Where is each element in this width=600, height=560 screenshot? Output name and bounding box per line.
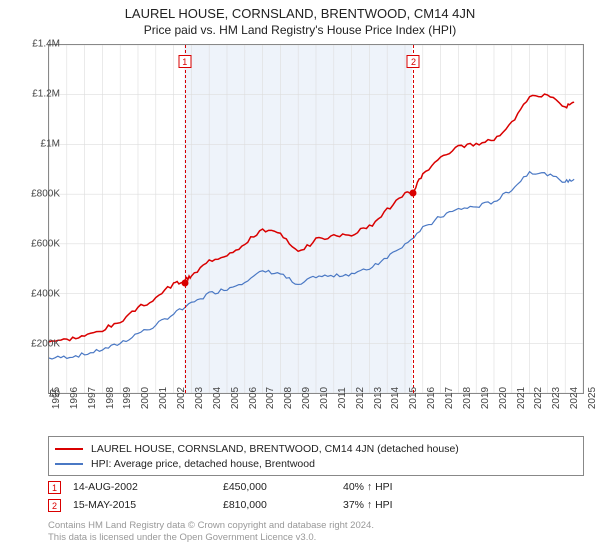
y-tick-label: £1.4M <box>16 39 60 50</box>
transaction-pct: 37% ↑ HPI <box>343 499 463 511</box>
x-tick-label: 2019 <box>480 387 491 409</box>
x-tick-label: 2009 <box>301 387 312 409</box>
y-tick-label: £200K <box>16 339 60 350</box>
x-tick-label: 2003 <box>194 387 205 409</box>
x-tick-label: 2002 <box>176 387 187 409</box>
x-tick-label: 2023 <box>551 387 562 409</box>
legend-box: LAUREL HOUSE, CORNSLAND, BRENTWOOD, CM14… <box>48 436 584 476</box>
x-tick-label: 2008 <box>283 387 294 409</box>
y-tick-label: £1M <box>16 139 60 150</box>
chart-subtitle: Price paid vs. HM Land Registry's House … <box>0 21 600 37</box>
transaction-date: 15-MAY-2015 <box>73 499 223 511</box>
x-tick-label: 2015 <box>408 387 419 409</box>
legend-swatch <box>55 463 83 465</box>
y-tick-label: £800K <box>16 189 60 200</box>
transaction-marker: 2 <box>48 499 61 512</box>
x-tick-label: 2001 <box>158 387 169 409</box>
transaction-row: 2 15-MAY-2015£810,00037% ↑ HPI <box>48 496 584 514</box>
x-tick-label: 2010 <box>319 387 330 409</box>
transaction-pct: 40% ↑ HPI <box>343 481 463 493</box>
transaction-row: 1 14-AUG-2002£450,00040% ↑ HPI <box>48 478 584 496</box>
x-tick-label: 2024 <box>569 387 580 409</box>
marker-dot <box>181 279 188 286</box>
legend-swatch <box>55 448 83 450</box>
x-tick-label: 2022 <box>533 387 544 409</box>
x-tick-label: 2004 <box>212 387 223 409</box>
x-tick-label: 2005 <box>230 387 241 409</box>
footer-attribution: Contains HM Land Registry data © Crown c… <box>48 520 374 545</box>
y-tick-label: £600K <box>16 239 60 250</box>
plot-area: 12 <box>48 44 584 394</box>
x-tick-label: 2018 <box>462 387 473 409</box>
y-tick-label: £1.2M <box>16 89 60 100</box>
y-tick-label: £400K <box>16 289 60 300</box>
marker-dot <box>410 189 417 196</box>
legend-label: LAUREL HOUSE, CORNSLAND, BRENTWOOD, CM14… <box>91 443 459 455</box>
x-tick-label: 1998 <box>105 387 116 409</box>
transaction-date: 14-AUG-2002 <box>73 481 223 493</box>
marker-vline <box>185 45 186 393</box>
x-tick-label: 2011 <box>337 387 348 409</box>
legend-row: LAUREL HOUSE, CORNSLAND, BRENTWOOD, CM14… <box>55 441 577 456</box>
plot-svg <box>49 45 583 393</box>
marker-vline <box>413 45 414 393</box>
legend-label: HPI: Average price, detached house, Bren… <box>91 458 315 470</box>
chart-title: LAUREL HOUSE, CORNSLAND, BRENTWOOD, CM14… <box>0 0 600 21</box>
transaction-marker: 1 <box>48 481 61 494</box>
x-tick-label: 2020 <box>498 387 509 409</box>
x-tick-label: 1996 <box>69 387 80 409</box>
x-tick-label: 2013 <box>373 387 384 409</box>
x-tick-label: 1995 <box>51 387 62 409</box>
x-tick-label: 2025 <box>587 387 598 409</box>
x-tick-label: 2012 <box>355 387 366 409</box>
footer-line-1: Contains HM Land Registry data © Crown c… <box>48 520 374 532</box>
marker-box: 2 <box>407 55 420 68</box>
transaction-price: £810,000 <box>223 499 343 511</box>
x-tick-label: 2006 <box>248 387 259 409</box>
x-tick-label: 2007 <box>265 387 276 409</box>
chart-container: LAUREL HOUSE, CORNSLAND, BRENTWOOD, CM14… <box>0 0 600 560</box>
x-tick-label: 2021 <box>516 387 527 409</box>
marker-box: 1 <box>178 55 191 68</box>
x-tick-label: 2014 <box>390 387 401 409</box>
transaction-price: £450,000 <box>223 481 343 493</box>
x-tick-label: 2017 <box>444 387 455 409</box>
transactions-table: 1 14-AUG-2002£450,00040% ↑ HPI 2 15-MAY-201… <box>48 478 584 514</box>
x-tick-label: 1997 <box>87 387 98 409</box>
footer-line-2: This data is licensed under the Open Gov… <box>48 532 374 544</box>
legend-row: HPI: Average price, detached house, Bren… <box>55 456 577 471</box>
x-tick-label: 2016 <box>426 387 437 409</box>
x-tick-label: 1999 <box>122 387 133 409</box>
x-tick-label: 2000 <box>140 387 151 409</box>
